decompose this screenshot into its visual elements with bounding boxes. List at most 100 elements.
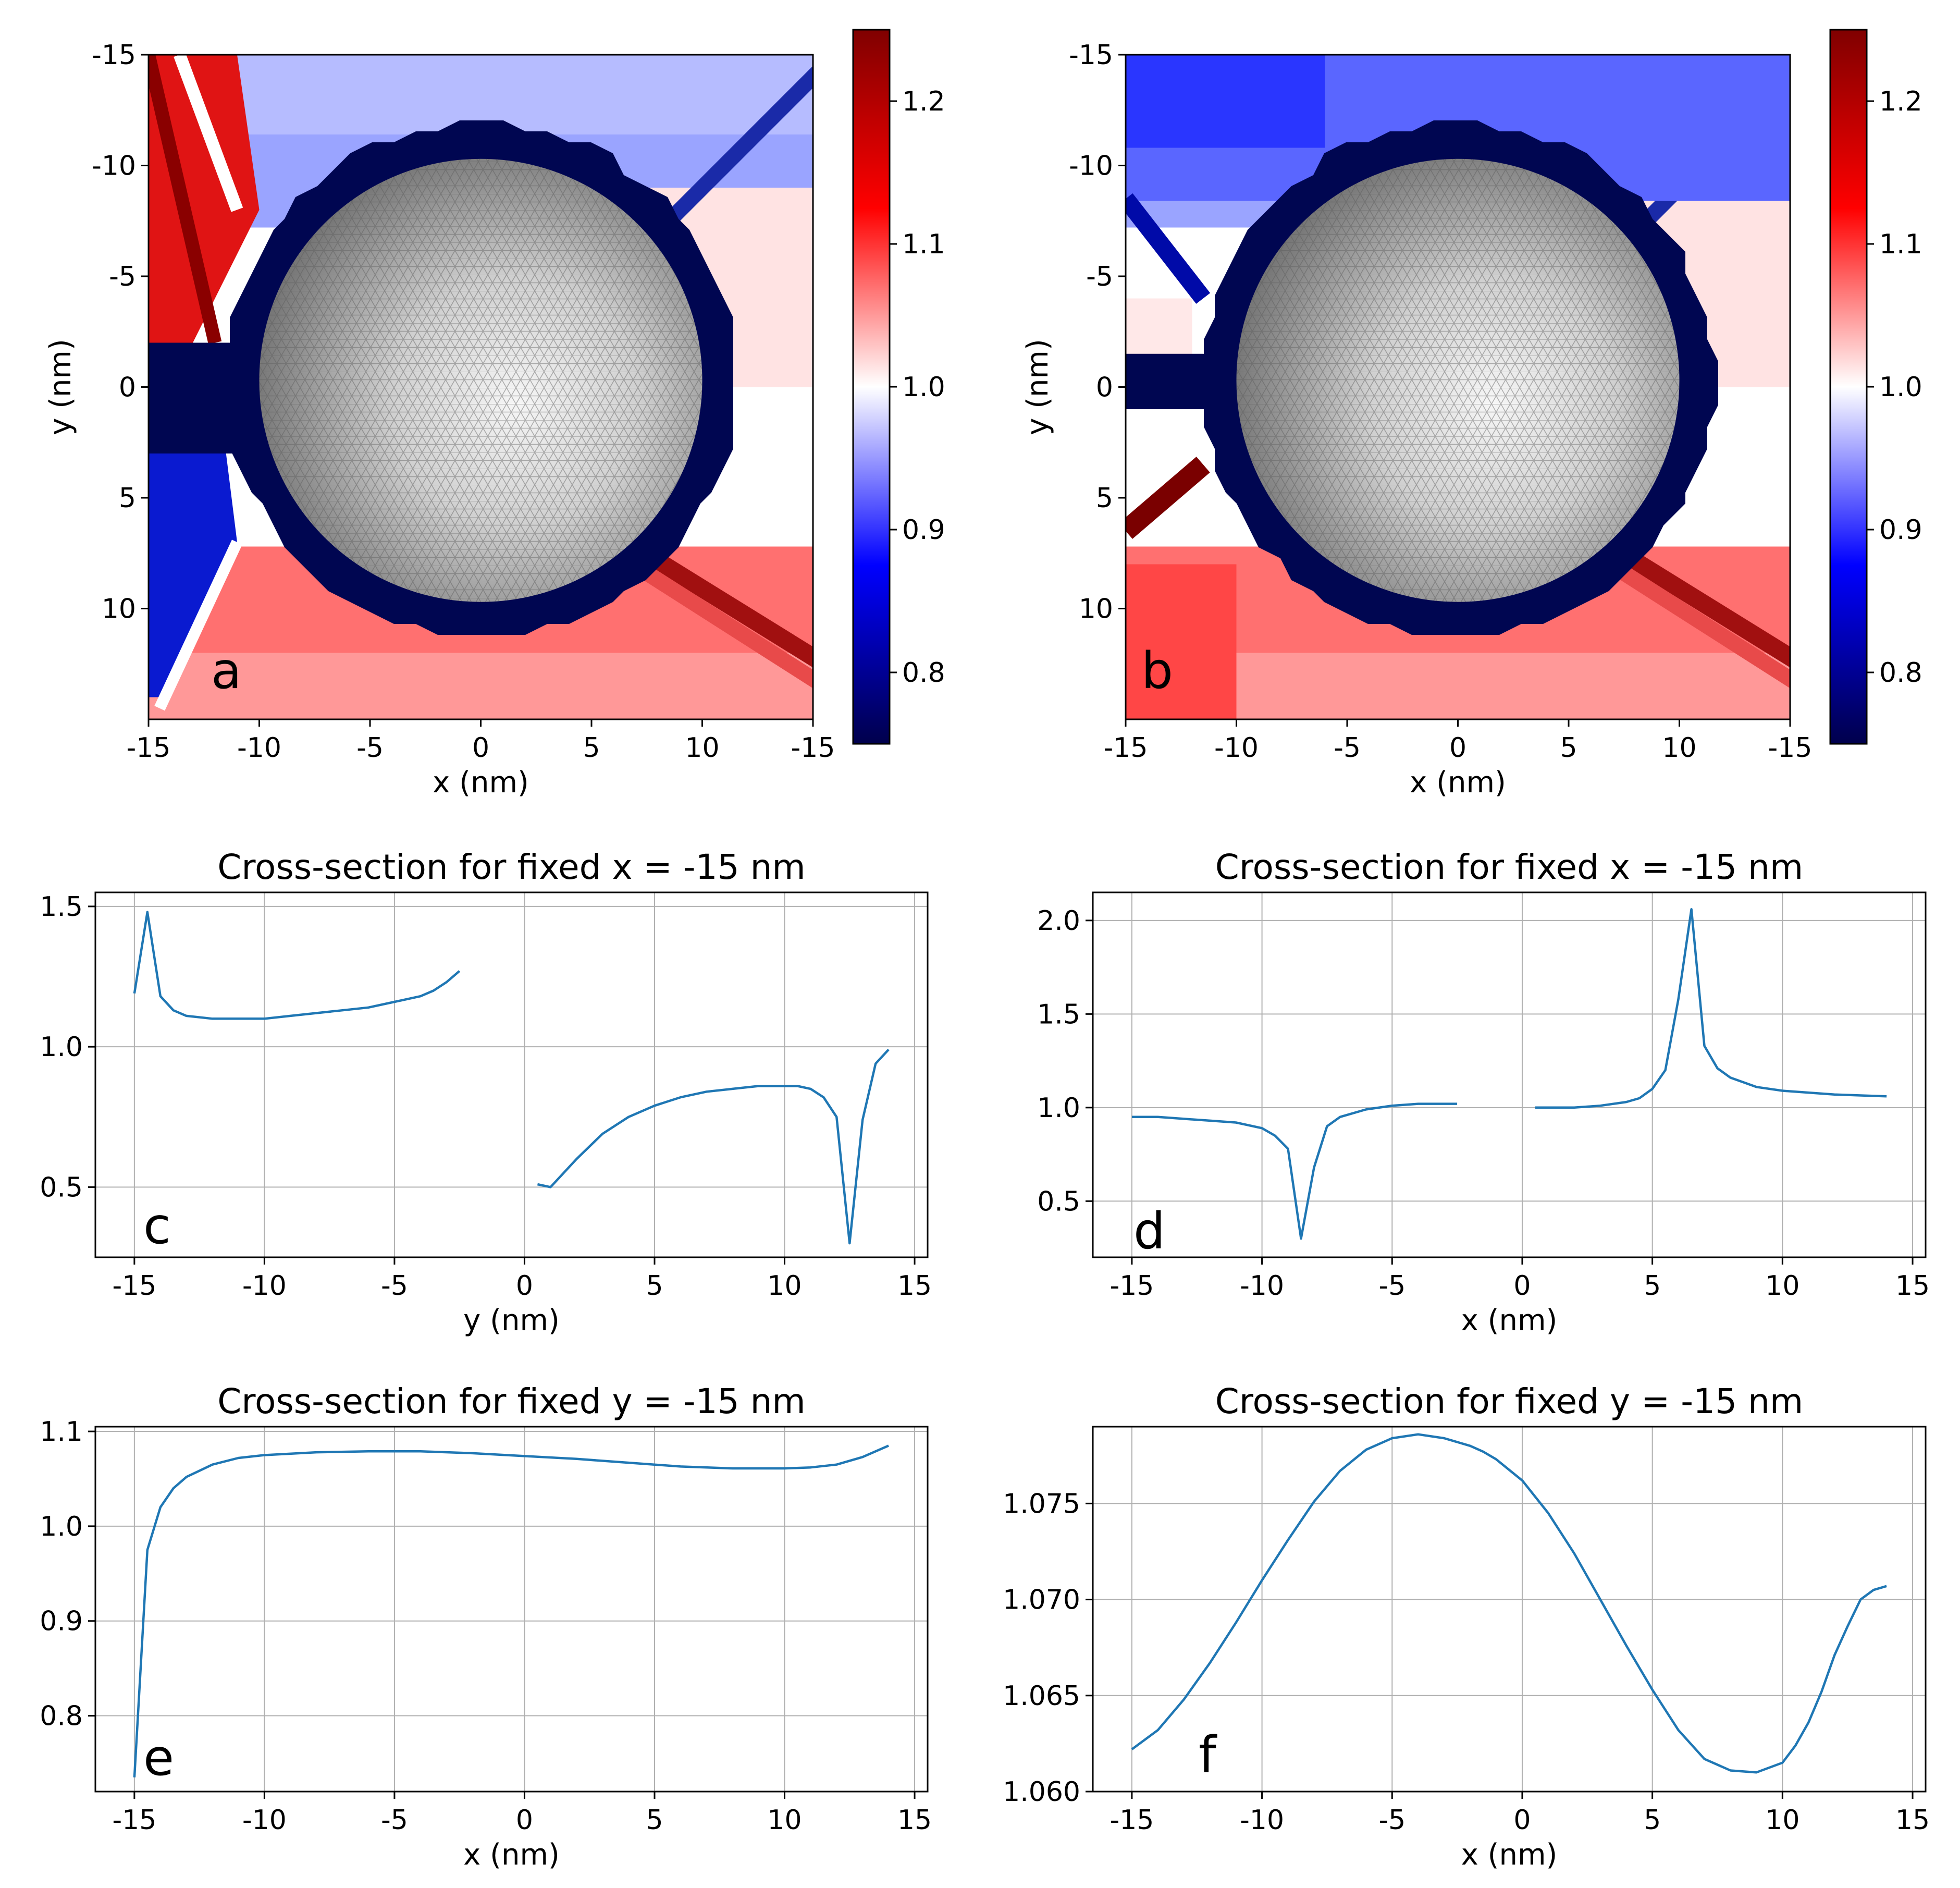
band-left-red xyxy=(1126,457,1210,539)
colorbar-tick-label: 1.2 xyxy=(902,86,945,117)
panel-letter: b xyxy=(1141,642,1173,700)
x-tick-label: -5 xyxy=(1378,1270,1406,1302)
x-axis-label: x (nm) xyxy=(1461,1838,1558,1872)
field-left-red-b xyxy=(1126,564,1237,719)
y-tick-label: 1.0 xyxy=(1037,1093,1080,1124)
y-tick-label: -5 xyxy=(109,261,136,292)
field-left-blue xyxy=(149,453,237,697)
y-tick-label: 5 xyxy=(119,483,136,514)
x-axis-label: y (nm) xyxy=(463,1304,560,1338)
panel-letter: c xyxy=(143,1197,171,1255)
x-tick-label: -5 xyxy=(381,1270,408,1302)
field-left-gap xyxy=(1126,353,1214,409)
line-panel-f: -15 -10 -5 0 5 10 15 1.060 1.065 1.070 1.075 Cross-… xyxy=(1003,1381,1930,1872)
y-tick-label: 10 xyxy=(1079,594,1113,625)
x-tick-label: 15 xyxy=(897,1805,932,1836)
colorbar-gradient xyxy=(852,29,891,745)
x-tick-label: -5 xyxy=(381,1805,408,1836)
x-tick-label: -10 xyxy=(1214,732,1259,764)
y-tick-label: 0.5 xyxy=(40,1172,83,1203)
x-tick-label: -15 xyxy=(112,1805,156,1836)
x-tick-label: 10 xyxy=(685,732,719,764)
x-axis-label: x (nm) xyxy=(1461,1304,1558,1338)
y-tick-label: 1.5 xyxy=(1037,999,1080,1030)
colorbar-tick-label: 0.8 xyxy=(902,657,945,689)
y-tick-label: 1.0 xyxy=(40,1511,83,1542)
x-tick-label: 15 xyxy=(1895,1805,1930,1836)
x-tick-label: -15 xyxy=(1104,732,1148,764)
x-axis-label: x (nm) xyxy=(463,1838,560,1872)
field-left-gap xyxy=(149,342,237,453)
x-tick-label: 5 xyxy=(646,1270,663,1302)
y-tick-label: 1.0 xyxy=(40,1032,83,1063)
x-tick-label: 0 xyxy=(1449,732,1466,764)
y-tick-label: 0.8 xyxy=(40,1701,83,1732)
y-tick-label: 0.5 xyxy=(1037,1186,1080,1217)
y-tick-label: -15 xyxy=(92,40,136,71)
chart-title: Cross-section for fixed y = -15 nm xyxy=(1215,1381,1803,1421)
x-tick-label: -10 xyxy=(237,732,281,764)
x-tick-label: -15 xyxy=(791,732,835,764)
y-tick-label: 1.065 xyxy=(1003,1681,1080,1712)
y-tick-label: 5 xyxy=(1096,483,1113,514)
x-tick-label: 5 xyxy=(583,732,600,764)
colorbar-tick-label: 0.8 xyxy=(1879,657,1922,689)
x-tick-label: -10 xyxy=(242,1270,287,1302)
y-tick-label: 2.0 xyxy=(1037,905,1080,937)
colorbar-tick-label: 1.1 xyxy=(1879,229,1922,260)
panel-letter: a xyxy=(211,642,242,700)
colorbar-tick-label: 1.0 xyxy=(1879,372,1922,403)
series-line-1 xyxy=(133,1444,890,1777)
x-tick-label: 5 xyxy=(1644,1270,1661,1302)
plot-frame xyxy=(1092,891,1927,1258)
series-line-1 xyxy=(1131,1102,1458,1240)
x-tick-label: 10 xyxy=(1765,1805,1799,1836)
chart-title: Cross-section for fixed x = -15 nm xyxy=(217,847,805,887)
x-tick-label: -15 xyxy=(1110,1270,1154,1302)
x-tick-label: 15 xyxy=(897,1270,932,1302)
heatmap-field xyxy=(1126,55,1790,719)
x-tick-label: -10 xyxy=(242,1805,287,1836)
y-tick-label: 1.060 xyxy=(1003,1776,1080,1808)
colorbar-tick-label: 1.0 xyxy=(902,372,945,403)
x-tick-label: 5 xyxy=(1644,1805,1661,1836)
field-bottom-light xyxy=(149,653,813,719)
x-tick-label: -15 xyxy=(1110,1805,1154,1836)
colorbar-tick-label: 1.2 xyxy=(1879,86,1922,117)
line-panel-c: -15 -10 -5 0 5 10 15 0.5 1.0 1.5 Cross-section for… xyxy=(40,847,932,1338)
colorbar-tick-label: 0.9 xyxy=(1879,514,1922,546)
nanoparticle-mesh xyxy=(259,158,702,602)
colorbar-tick-label: 0.9 xyxy=(902,514,945,546)
x-tick-label: -5 xyxy=(1334,732,1361,764)
band-left-white xyxy=(174,55,243,212)
x-tick-label: 10 xyxy=(767,1270,802,1302)
chart-title: Cross-section for fixed x = -15 nm xyxy=(1215,847,1803,887)
series-line-2 xyxy=(537,1048,890,1245)
x-tick-label: -15 xyxy=(1768,732,1813,764)
x-tick-label: 0 xyxy=(1513,1270,1531,1302)
nanoparticle-mesh xyxy=(1236,158,1680,602)
x-axis-label: x (nm) xyxy=(1410,766,1506,800)
x-tick-label: 0 xyxy=(516,1805,533,1836)
band-left-white-2 xyxy=(154,540,242,711)
colorbar: 1.2 1.1 1.0 0.9 0.8 xyxy=(1829,29,1922,745)
y-tick-label: -15 xyxy=(1069,40,1113,71)
y-tick-label: 1.070 xyxy=(1003,1585,1080,1616)
band-left-blue xyxy=(1126,193,1211,304)
y-axis-label: y (nm) xyxy=(1021,339,1055,435)
colorbar: 1.2 1.1 1.0 0.9 0.8 xyxy=(852,29,945,745)
field-top-b-dark xyxy=(1126,55,1325,148)
panel-letter: d xyxy=(1133,1202,1165,1260)
colorbar-gradient xyxy=(1829,29,1868,745)
x-tick-label: 15 xyxy=(1895,1270,1930,1302)
band-left-dark xyxy=(149,55,222,345)
chart-title: Cross-section for fixed y = -15 nm xyxy=(217,1381,805,1421)
x-tick-label: 0 xyxy=(472,732,489,764)
x-tick-label: 5 xyxy=(646,1805,663,1836)
line-panel-e: -15 -10 -5 0 5 10 15 0.8 0.9 1.0 1.1 Cross-section … xyxy=(40,1381,932,1872)
line-panel-d: -15 -10 -5 0 5 10 15 0.5 1.0 1.5 2.0 Cross-section … xyxy=(1037,847,1930,1338)
x-tick-label: -5 xyxy=(1378,1805,1406,1836)
x-axis-label: x (nm) xyxy=(433,766,529,800)
heatmap-panel-b: -15 -10 -5 0 5 10 -15 -15 -10 -5 0 5 10 x (nm) y (nm) b… xyxy=(1021,29,1922,800)
